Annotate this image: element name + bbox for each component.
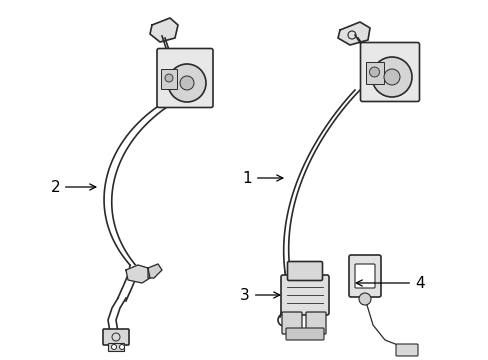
Bar — [365, 62, 383, 84]
FancyBboxPatch shape — [157, 49, 213, 108]
Circle shape — [164, 74, 173, 82]
Circle shape — [168, 64, 205, 102]
Polygon shape — [126, 265, 150, 283]
Text: 3: 3 — [240, 288, 279, 302]
FancyBboxPatch shape — [103, 329, 129, 345]
Circle shape — [383, 69, 399, 85]
FancyBboxPatch shape — [395, 344, 417, 356]
FancyBboxPatch shape — [354, 264, 374, 288]
Circle shape — [358, 293, 370, 305]
FancyBboxPatch shape — [281, 275, 328, 315]
FancyBboxPatch shape — [348, 255, 380, 297]
FancyBboxPatch shape — [282, 312, 302, 334]
Circle shape — [119, 345, 124, 350]
FancyBboxPatch shape — [305, 312, 325, 334]
FancyBboxPatch shape — [360, 42, 419, 102]
Polygon shape — [148, 264, 162, 278]
Text: 1: 1 — [242, 171, 282, 185]
FancyBboxPatch shape — [287, 261, 322, 280]
Text: 2: 2 — [50, 180, 96, 194]
Circle shape — [369, 67, 379, 77]
FancyBboxPatch shape — [285, 328, 324, 340]
Polygon shape — [337, 22, 369, 45]
Bar — [161, 69, 177, 89]
Text: 4: 4 — [355, 275, 424, 291]
Bar — [108, 343, 124, 351]
Circle shape — [371, 57, 411, 97]
Circle shape — [180, 76, 194, 90]
Circle shape — [111, 345, 116, 350]
Polygon shape — [150, 18, 178, 42]
